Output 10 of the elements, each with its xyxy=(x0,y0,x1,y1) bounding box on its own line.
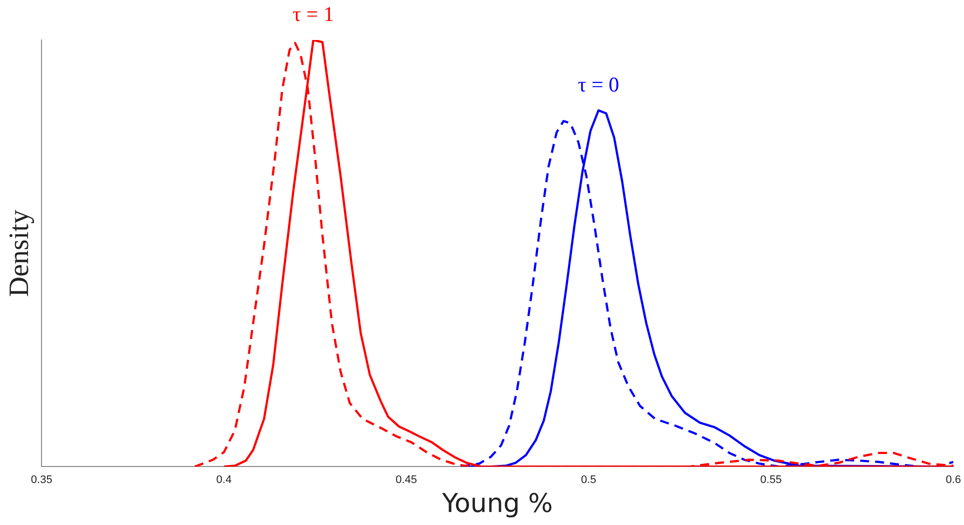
annotation: τ = 1 xyxy=(292,2,334,26)
x-tick-label: 0.4 xyxy=(216,474,232,486)
y-axis-title: Density xyxy=(4,210,36,297)
annotation: τ = 0 xyxy=(578,72,620,96)
x-tick-label: 0.45 xyxy=(396,474,418,486)
x-axis-title: Young % xyxy=(441,489,553,520)
x-tick-label: 0.6 xyxy=(946,474,962,486)
x-tick-label: 0.55 xyxy=(760,474,782,486)
x-tick-label: 0.35 xyxy=(30,474,52,486)
x-tick-label: 0.5 xyxy=(581,474,596,486)
